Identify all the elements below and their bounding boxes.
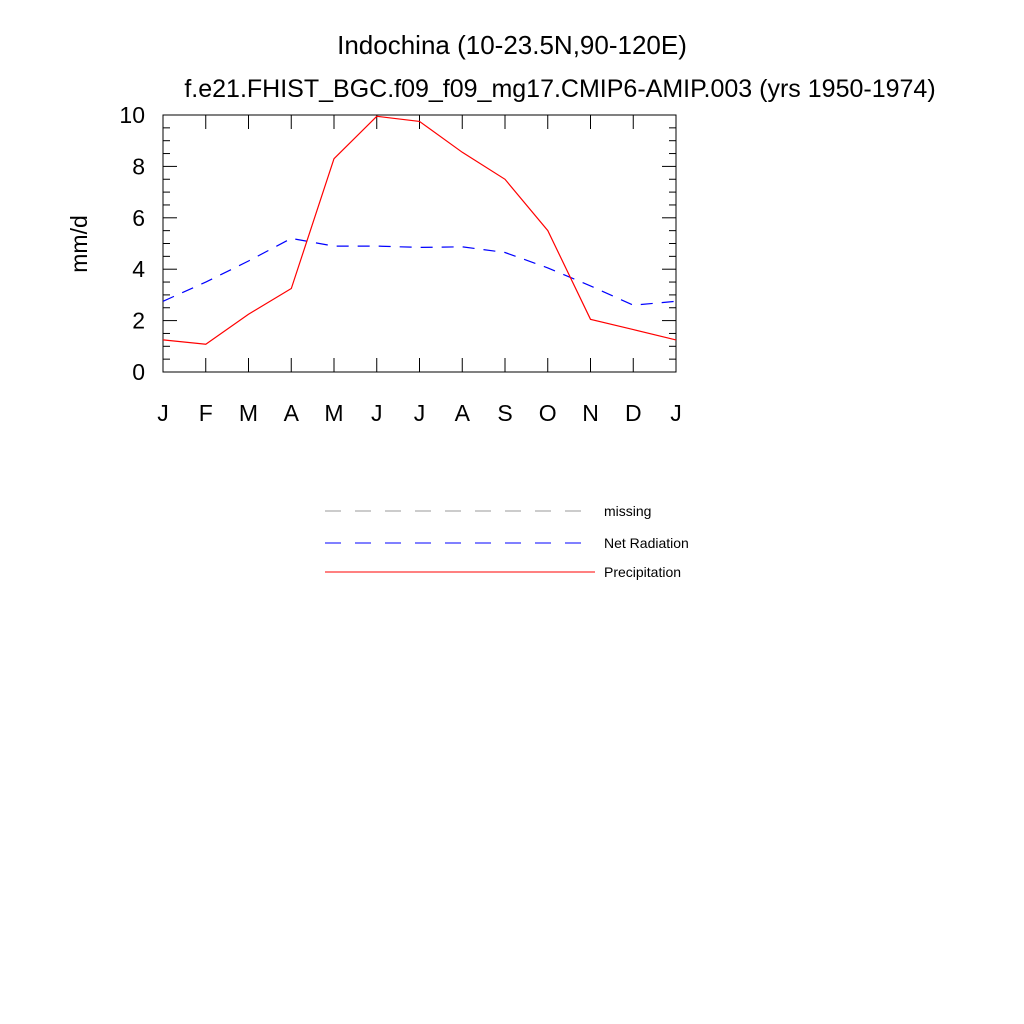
legend-label: missing (604, 503, 651, 519)
y-tick-label: 4 (132, 256, 145, 282)
y-tick-label: 8 (132, 153, 145, 179)
x-tick-label: J (670, 400, 682, 426)
chart-subtitle: f.e21.FHIST_BGC.f09_f09_mg17.CMIP6-AMIP.… (184, 75, 935, 103)
x-tick-label: N (582, 400, 599, 426)
x-tick-label: A (455, 400, 471, 426)
x-tick-label: J (157, 400, 169, 426)
x-tick-label: A (284, 400, 300, 426)
y-tick-label: 2 (132, 308, 145, 334)
series-line-net-radiation (162, 237, 677, 306)
legend-label: Precipitation (604, 564, 681, 580)
plot-area (162, 115, 677, 345)
chart-title: Indochina (10-23.5N,90-120E) (337, 30, 687, 60)
x-tick-label: O (539, 400, 557, 426)
x-tick-label: J (414, 400, 426, 426)
legend: missing Net Radiation Precipitation (325, 503, 689, 580)
x-tick-label: D (625, 400, 642, 426)
x-tick-label: S (497, 400, 512, 426)
x-tick-label: M (239, 400, 258, 426)
plot-frame (162, 114, 677, 373)
series-line-precipitation (162, 115, 677, 345)
y-axis: 0 2 4 6 8 10 (119, 102, 676, 385)
x-tick-label: M (324, 400, 343, 426)
y-tick-label: 10 (119, 102, 145, 128)
x-tick-label: F (199, 400, 213, 426)
y-axis-label: mm/d (66, 215, 92, 273)
legend-label: Net Radiation (604, 535, 689, 551)
y-tick-label: 0 (132, 359, 145, 385)
y-tick-label: 6 (132, 205, 145, 231)
x-tick-label: J (371, 400, 383, 426)
